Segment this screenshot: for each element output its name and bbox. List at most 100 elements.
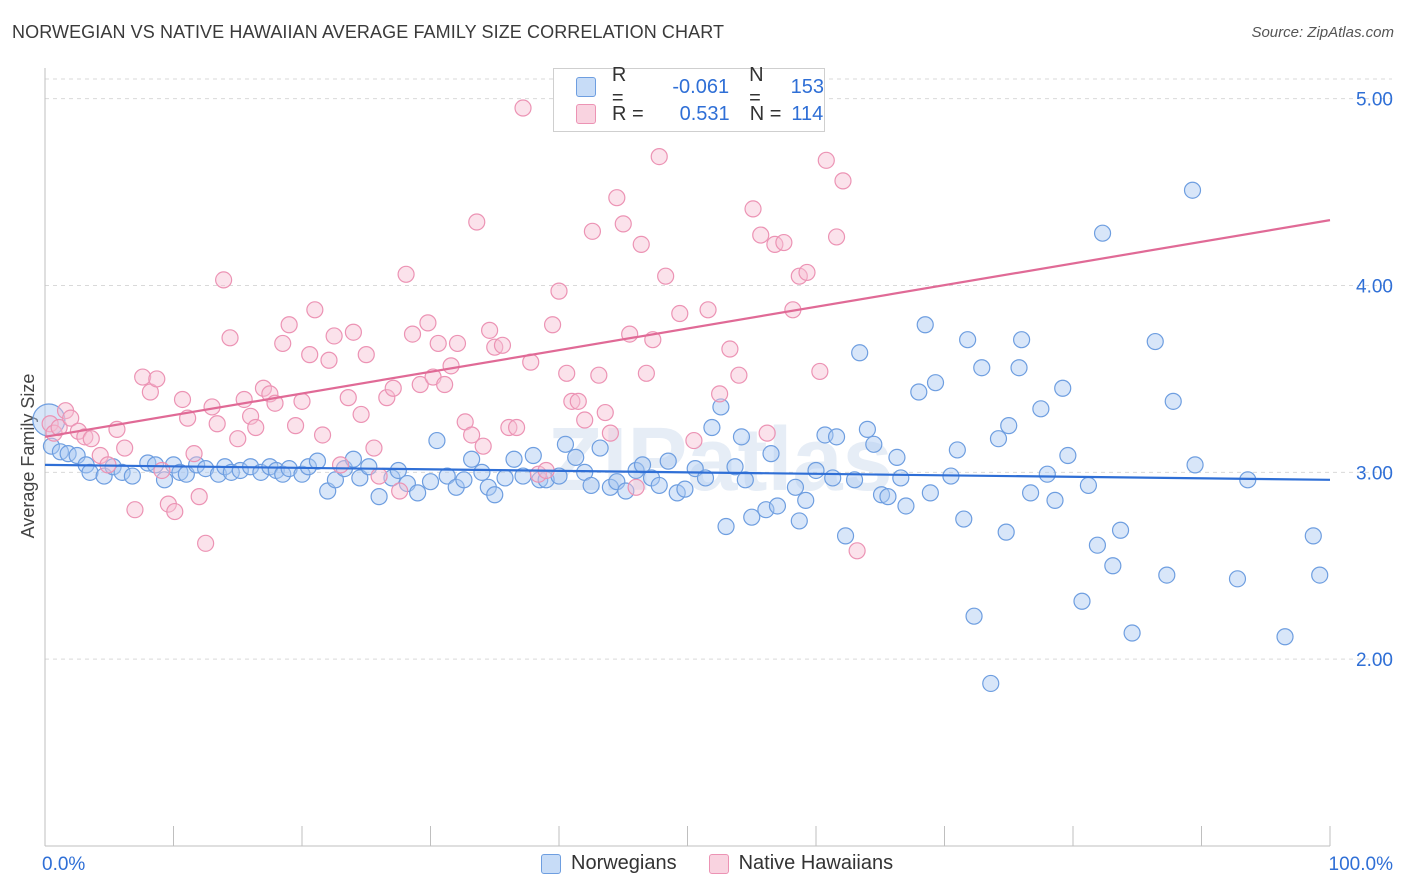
norwegian-point: [455, 471, 473, 489]
norwegian-point: [421, 473, 440, 491]
y-tick-label: 2.00: [1356, 650, 1393, 671]
native-hawaiian-point: [601, 424, 620, 442]
native-hawaiian-point: [306, 301, 324, 319]
native-hawaiian-point: [650, 148, 668, 166]
norwegian-point: [308, 452, 327, 470]
norwegian-point: [1059, 446, 1077, 465]
native-hawaiian-point: [325, 327, 343, 345]
native-hawaiian-point: [550, 282, 568, 300]
native-hawaiian-trend-line: [44, 219, 1331, 438]
native-hawaiian-point: [627, 478, 645, 496]
norwegian-point: [188, 456, 206, 474]
norwegian-point: [982, 674, 1000, 693]
native-hawaiian-point: [173, 390, 192, 409]
series-legend-norwegians: Norwegians: [541, 852, 677, 875]
norwegian-point: [524, 446, 542, 465]
native-hawaiian-point: [481, 321, 499, 339]
norwegian-point: [926, 374, 945, 392]
native-hawaiian-point: [357, 346, 375, 364]
native-hawaiian-point: [116, 439, 134, 457]
native-hawaiian-point: [590, 366, 608, 384]
norwegian-point: [473, 463, 491, 481]
norwegian-point: [1164, 392, 1182, 410]
norwegian-point: [1073, 592, 1091, 610]
norwegian-point: [836, 527, 855, 545]
norwegian-point: [409, 484, 427, 502]
norwegian-point: [965, 607, 983, 625]
native-hawaiian-point: [468, 213, 486, 231]
norwegian-point: [897, 497, 915, 515]
native-hawaiian-point: [247, 418, 265, 437]
native-hawaiian-point: [208, 415, 226, 433]
native-hawaiian-point: [614, 215, 632, 233]
native-hawaiian-point: [126, 501, 144, 519]
series-swatch-pink: [708, 853, 729, 874]
native-hawaiian-point: [436, 375, 454, 394]
norwegian-point: [1123, 624, 1141, 642]
native-hawaiian-point: [62, 409, 80, 427]
native-hawaiian-point: [242, 407, 260, 425]
native-hawaiian-point: [370, 467, 388, 485]
norwegian-point: [389, 461, 407, 480]
norwegian-point: [68, 446, 86, 465]
legend-r-value: 0.531: [679, 102, 730, 125]
series-label-native-hawaiians: Native Hawaiians: [738, 852, 894, 874]
norwegian-point: [726, 458, 744, 476]
native-hawaiian-point: [514, 99, 532, 117]
norwegian-point: [768, 497, 787, 515]
native-hawaiian-point: [711, 385, 729, 403]
norwegian-trend-line: [44, 463, 1331, 481]
norwegian-point: [732, 428, 751, 446]
chart-title: NORWEGIAN VS NATIVE HAWAIIAN AVERAGE FAM…: [12, 22, 725, 42]
norwegian-point: [892, 469, 910, 487]
legend-r-label: R =: [611, 64, 627, 109]
native-hawaiian-point: [543, 316, 562, 334]
norwegian-point: [717, 517, 735, 536]
legend-swatch-blue: [576, 77, 596, 97]
series-legend: Norwegians Native Hawaiians: [541, 852, 925, 875]
native-hawaiian-point: [352, 405, 370, 424]
norwegian-point: [888, 448, 906, 466]
native-hawaiian-point: [474, 437, 492, 455]
x-tick-label: 0.0%: [42, 854, 85, 875]
norwegian-point: [989, 430, 1008, 448]
native-hawaiian-point: [397, 265, 415, 283]
native-hawaiian-point: [632, 235, 650, 254]
native-hawaiian-point: [758, 424, 776, 442]
norwegian-point: [463, 450, 481, 468]
norwegian-point: [123, 467, 141, 485]
norwegian-point: [858, 420, 877, 438]
native-hawaiian-point: [331, 456, 350, 474]
native-hawaiian-point: [419, 314, 437, 332]
legend-row-norwegians: R = -0.061 N = 153: [576, 64, 825, 109]
norwegian-point: [762, 445, 780, 463]
legend-n-value: 153: [790, 75, 825, 98]
native-hawaiian-point: [365, 439, 383, 457]
series-legend-native-hawaiians: Native Hawaiians: [708, 852, 894, 875]
native-hawaiian-point: [817, 151, 835, 169]
native-hawaiian-point: [215, 271, 233, 289]
norwegian-point: [1093, 224, 1112, 242]
norwegian-point: [786, 478, 805, 496]
norwegian-point: [1010, 359, 1028, 377]
native-hawaiian-point: [82, 430, 100, 448]
norwegian-point: [650, 476, 668, 495]
norwegian-point: [1046, 491, 1064, 509]
native-hawaiian-point: [280, 316, 298, 334]
native-hawaiian-point: [313, 426, 332, 444]
legend-n-label: N =: [749, 64, 764, 109]
native-hawaiian-point: [752, 226, 770, 244]
native-hawaiian-point: [378, 389, 396, 407]
native-hawaiian-point: [166, 502, 184, 521]
native-hawaiian-point: [657, 267, 675, 285]
norwegian-point: [1158, 566, 1176, 584]
native-hawaiian-point: [637, 364, 655, 382]
norwegian-point: [496, 469, 514, 487]
native-hawaiian-point: [442, 357, 460, 375]
native-hawaiian-point: [197, 534, 215, 552]
native-hawaiian-point: [583, 222, 602, 240]
native-hawaiian-point: [848, 542, 866, 560]
legend-r-label: R =: [612, 102, 644, 125]
native-hawaiian-point: [798, 263, 816, 282]
norwegian-point: [997, 523, 1015, 541]
